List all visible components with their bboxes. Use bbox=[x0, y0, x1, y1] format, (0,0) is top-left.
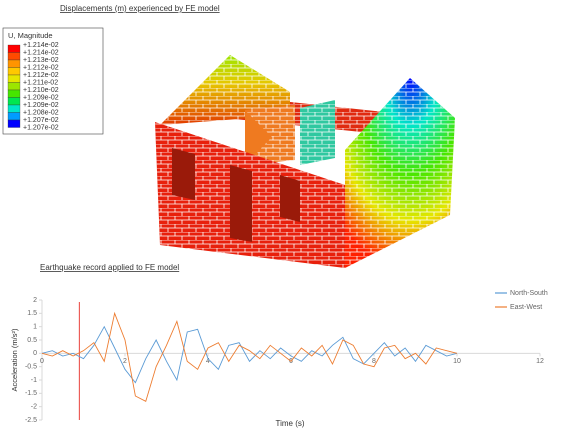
x-tick-label: 2 bbox=[123, 358, 127, 365]
legend-swatch bbox=[7, 59, 21, 68]
x-tick-label: 10 bbox=[453, 358, 461, 365]
y-tick-label: 1 bbox=[33, 324, 37, 331]
legend-swatch bbox=[7, 82, 21, 91]
legend-label: +1.209e-02 bbox=[23, 102, 59, 109]
legend-label: +1.207e-02 bbox=[23, 124, 59, 131]
legend-label: +1.209e-02 bbox=[23, 94, 59, 101]
legend-label: +1.208e-02 bbox=[23, 109, 59, 116]
window bbox=[172, 148, 195, 200]
y-tick-label: -0.5 bbox=[25, 364, 37, 371]
building bbox=[155, 55, 455, 268]
brick-texture bbox=[345, 78, 455, 268]
legend-swatch bbox=[7, 104, 21, 113]
legend-label: +1.211e-02 bbox=[23, 79, 58, 86]
legend-label: East-West bbox=[510, 304, 542, 311]
legend-label: North-South bbox=[510, 290, 548, 297]
legend-label: +1.207e-02 bbox=[23, 117, 59, 124]
legend-label: +1.214e-02 bbox=[23, 42, 59, 49]
x-tick-label: 4 bbox=[206, 358, 210, 365]
legend-swatch bbox=[7, 89, 21, 98]
legend-swatch bbox=[7, 112, 21, 121]
y-tick-label: -2 bbox=[31, 404, 37, 411]
x-axis-title: Time (s) bbox=[275, 419, 304, 428]
x-tick-label: 0 bbox=[40, 358, 44, 365]
legend-swatch bbox=[7, 44, 21, 53]
legend-label: +1.214e-02 bbox=[23, 49, 59, 56]
legend-label: +1.212e-02 bbox=[23, 72, 59, 79]
series-line bbox=[41, 325, 458, 384]
legend-swatch bbox=[7, 52, 21, 61]
y-tick-label: 0 bbox=[33, 350, 37, 357]
y-axis-title: Acceleration (m/s²) bbox=[10, 328, 19, 391]
chart-title: Earthquake record applied to FE model bbox=[40, 263, 179, 272]
x-tick-label: 12 bbox=[536, 358, 544, 365]
y-tick-label: -1.5 bbox=[25, 390, 37, 397]
legend-swatch bbox=[7, 67, 21, 76]
y-tick-label: 1.5 bbox=[27, 310, 37, 317]
legend-label: +1.212e-02 bbox=[23, 64, 59, 71]
series-line bbox=[41, 311, 458, 402]
legend-swatch bbox=[7, 119, 21, 128]
window bbox=[280, 175, 300, 222]
legend-swatch bbox=[7, 97, 21, 106]
legend-label: +1.210e-02 bbox=[23, 87, 59, 94]
y-tick-label: -2.5 bbox=[25, 417, 37, 424]
y-tick-label: 2 bbox=[33, 297, 37, 304]
legend-swatch bbox=[7, 74, 21, 83]
y-tick-label: -1 bbox=[31, 377, 37, 384]
brick-texture bbox=[160, 55, 290, 125]
door bbox=[230, 165, 252, 242]
x-tick-label: 8 bbox=[372, 358, 376, 365]
y-tick-label: 0.5 bbox=[27, 337, 37, 344]
brick-texture bbox=[245, 100, 335, 165]
legend-label: +1.213e-02 bbox=[23, 57, 59, 64]
fe-title: Displacements (m) experienced by FE mode… bbox=[60, 4, 220, 13]
legend-title: U, Magnitude bbox=[8, 31, 53, 40]
